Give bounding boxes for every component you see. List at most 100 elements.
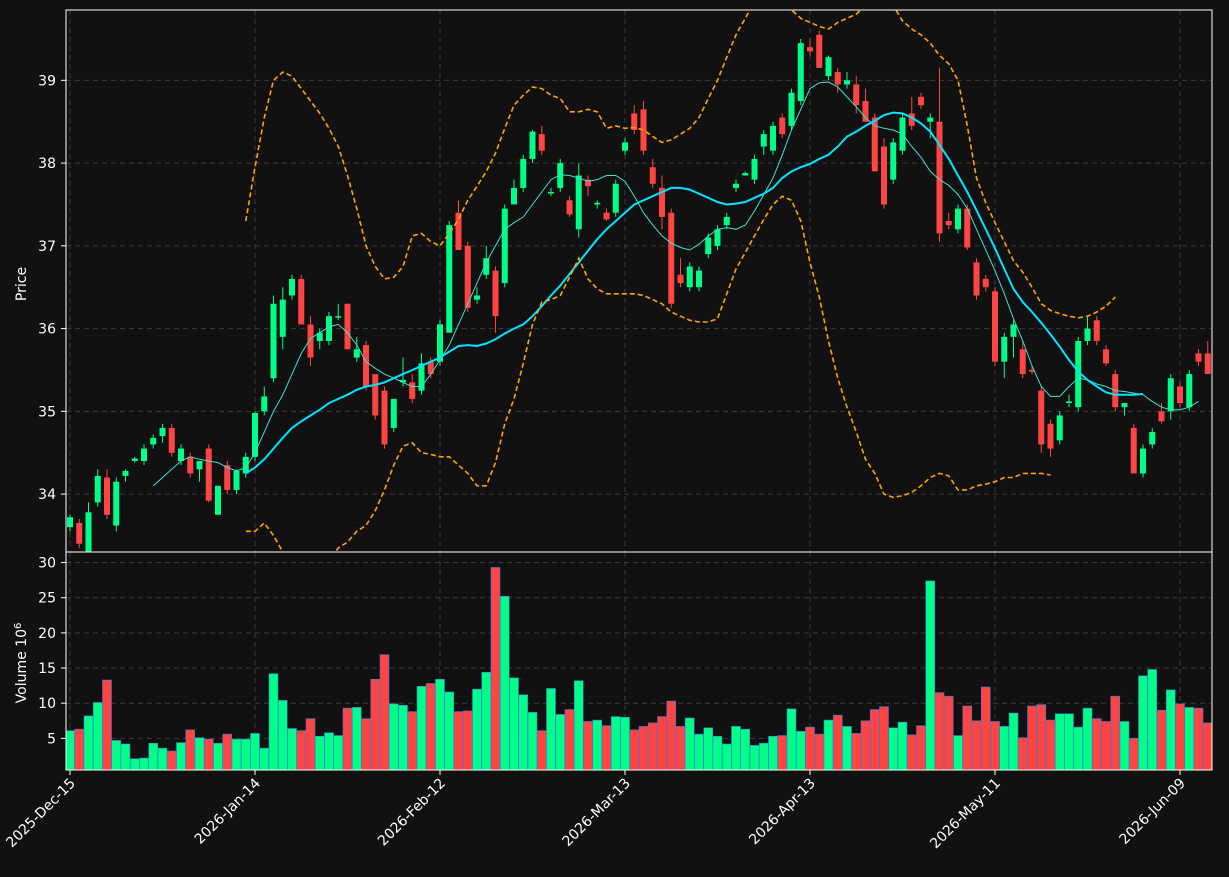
candle-body [474,295,480,300]
volume-bar [564,709,575,770]
candle-body [668,212,675,304]
candle-body [964,208,971,248]
volume-bar [66,730,75,770]
candle-body [696,270,702,288]
candle-body [742,173,749,176]
volume-bar [777,735,788,770]
volume-bar [786,708,797,770]
volume-bar [832,714,843,770]
candle-body [844,80,850,85]
volume-bar [148,742,159,770]
volume-bar [361,718,371,770]
price-ytick-label: 37 [38,239,56,255]
candle-body [1010,324,1017,337]
volume-bar [1119,721,1130,770]
price-axis-label: Price [14,267,30,301]
volume-bar [1008,712,1019,770]
volume-bar [296,730,307,770]
candle-body [603,212,610,220]
candle-body [1149,432,1156,445]
volume-bar [814,733,825,770]
volume-bar [712,735,723,770]
candle-body [677,274,684,284]
volume-bar [684,717,695,770]
candle-body [585,179,591,187]
volume-bar [527,712,538,770]
candle-body [455,212,462,250]
candle-body [464,245,471,308]
volume-bar [990,721,1000,770]
candle-body [770,125,776,151]
candle-body [1047,423,1054,449]
candle-body [686,266,693,288]
volume-bar [74,728,85,770]
volume-bar [740,728,751,770]
volume-bar [1165,689,1176,770]
candle-body [492,270,499,317]
volume-bar [869,709,880,770]
candle-body [1056,415,1063,441]
volume-bar [555,714,566,770]
volume-bar [638,726,649,770]
volume-bar [1184,707,1195,770]
overlay-lines-group [152,10,1199,552]
volume-bar [953,735,963,770]
candle-body [760,134,767,147]
volume-bar [277,700,288,770]
volume-bar [601,725,612,770]
volume-bar [610,716,621,770]
volume-ytick-label: 20 [38,626,56,642]
candle-body [1075,340,1082,408]
candle-body [788,92,795,126]
candle-body [705,237,712,255]
volume-bar [980,686,991,770]
volume-bar [888,727,899,770]
candle-body [557,163,564,188]
candle-body [85,512,92,552]
volume-bar [694,733,704,770]
volume-bar [231,738,242,770]
volume-bar [333,735,344,770]
volume-bar [185,729,196,770]
candle-body [622,142,628,151]
volume-bar [92,702,103,770]
volume-panel: 5 10 15 20 25 30 Volume 106 [13,551,1213,771]
candle-body [631,113,638,130]
volume-bar [509,677,519,770]
volume-bar [731,726,741,770]
volume-bar [1017,737,1028,770]
candle-body [141,448,147,461]
candle-body [797,43,804,102]
volume-bar [647,722,658,770]
candle-body [150,437,157,445]
volume-ytick-label: 5 [47,731,56,747]
candle-body [566,200,573,215]
volume-bar [768,735,778,770]
volume-ytick-label: 25 [38,591,56,607]
volume-bar [657,716,667,770]
volume-bar [203,738,214,770]
candle-body [945,221,952,226]
candle-body [640,109,647,151]
volume-bar [1082,707,1093,770]
volume-bar [351,707,362,770]
candle-body [390,398,397,428]
candle-body [409,382,416,399]
candle-body [992,291,998,362]
volume-bar [305,718,316,770]
candle-body [973,262,980,296]
volume-bar [250,733,260,770]
candle-body [575,175,582,230]
volume-bar [1101,721,1111,770]
candle-body [1186,374,1193,408]
volume-bar [592,719,603,770]
candle-body [927,117,934,122]
candle-body [76,523,83,544]
candle-body [279,299,286,337]
volume-bar [1064,713,1074,770]
volume-bar [240,738,251,770]
candle-body [862,101,869,122]
candle-body [233,470,240,490]
candle-body [400,379,406,383]
